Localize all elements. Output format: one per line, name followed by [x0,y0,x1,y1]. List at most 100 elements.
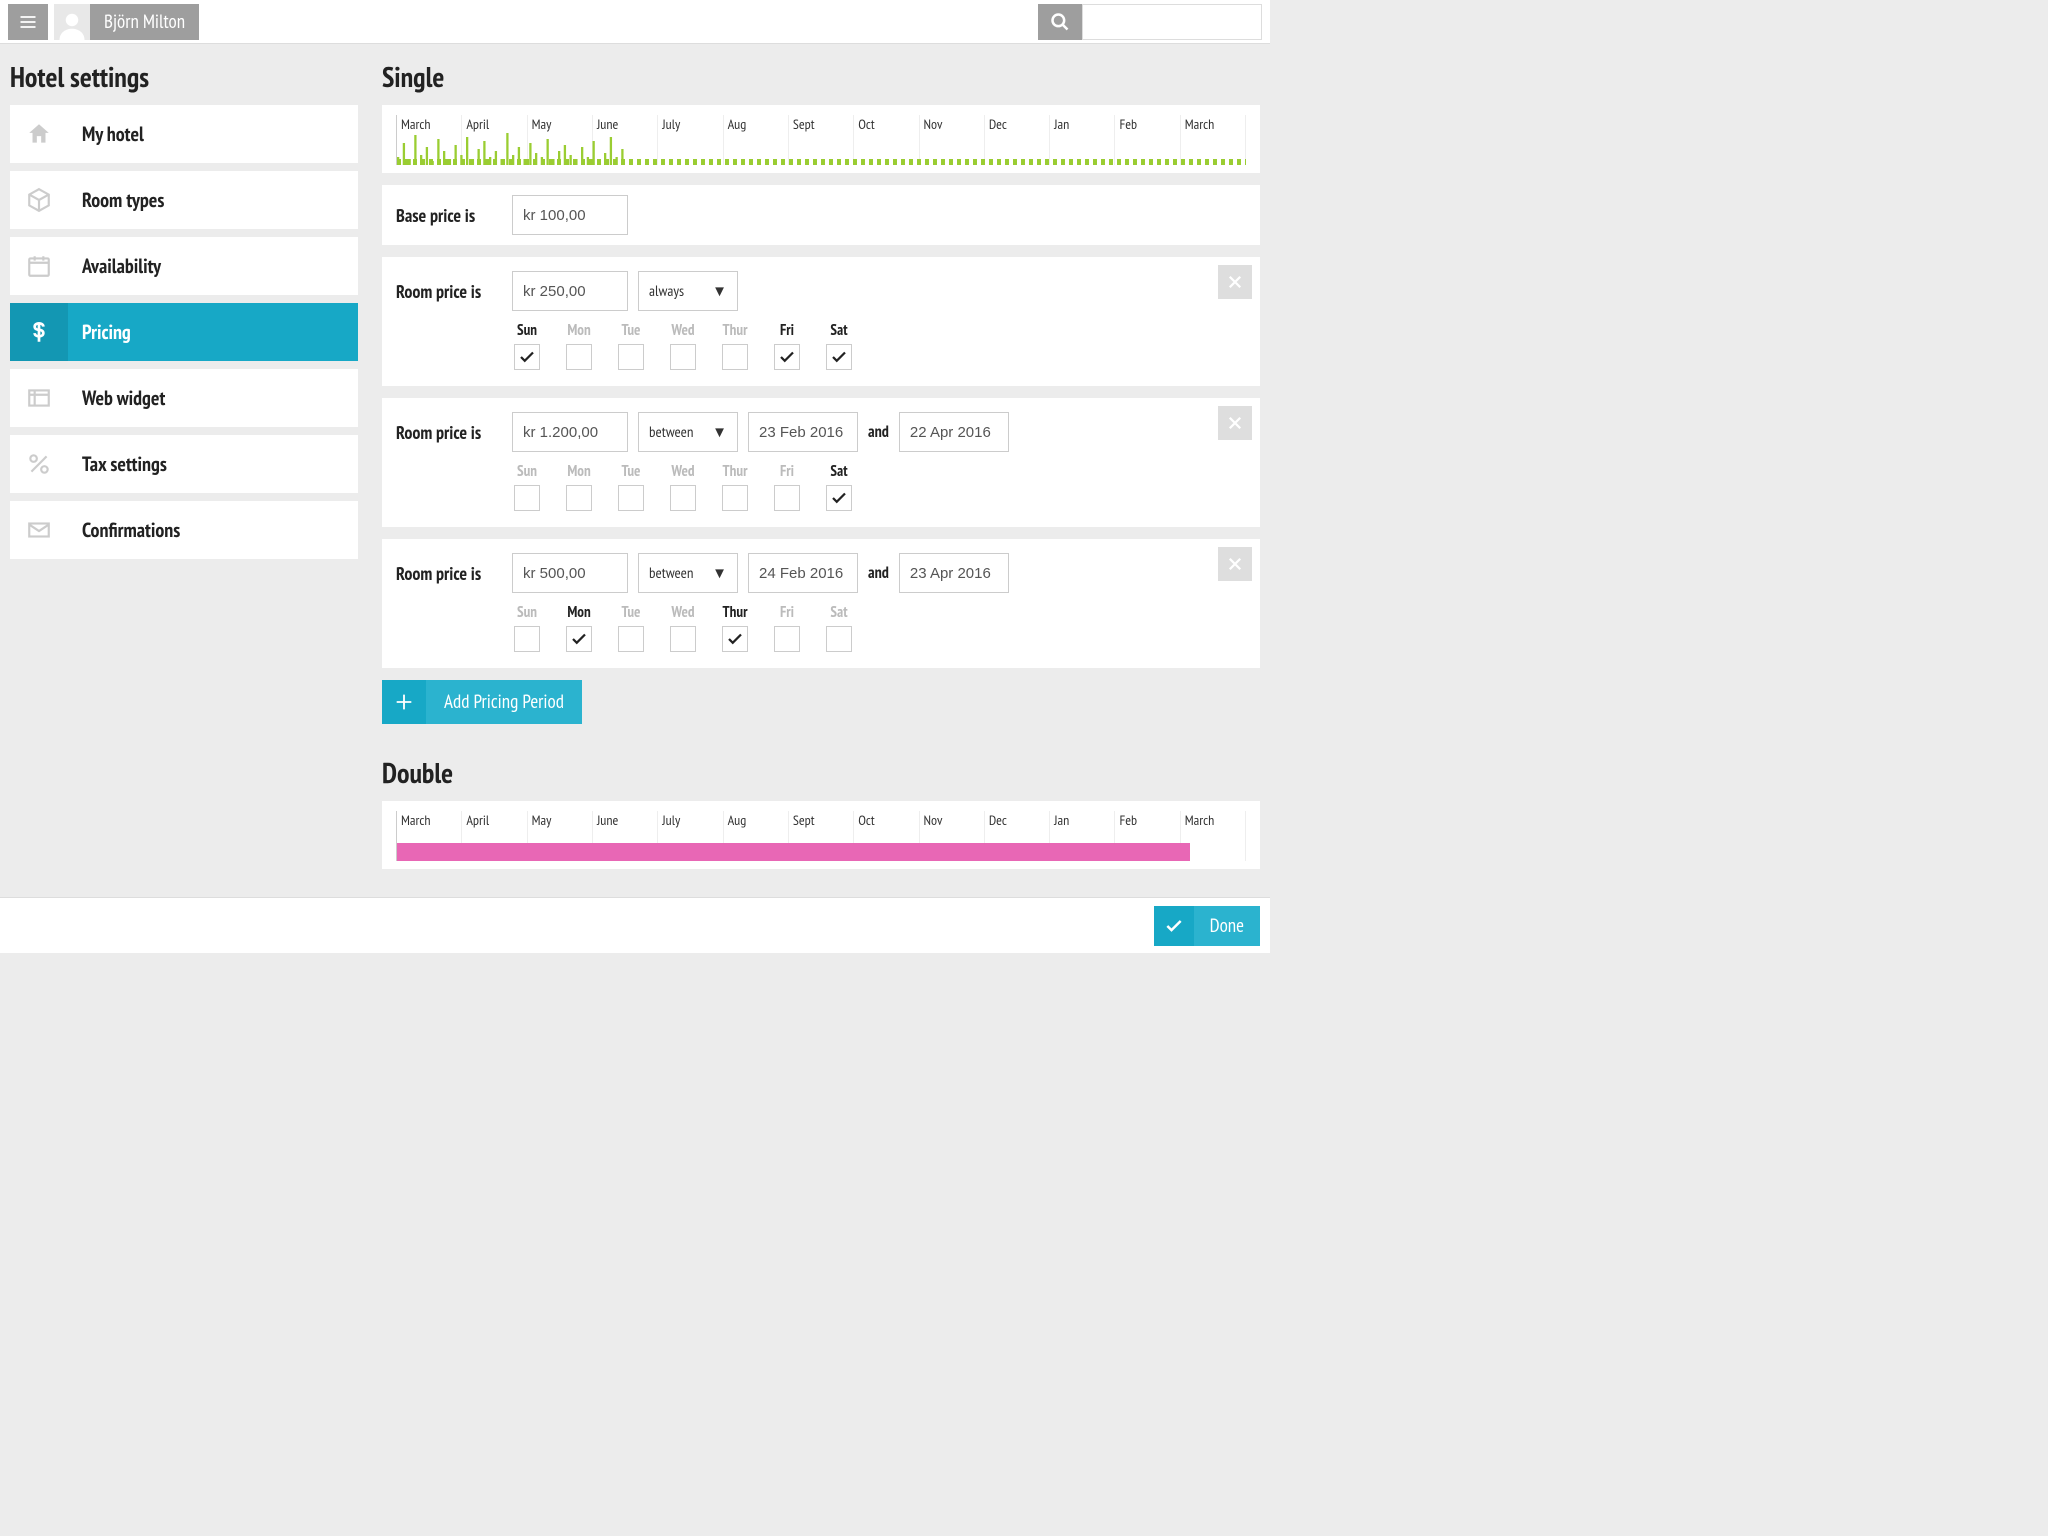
sidebar-item-my-hotel[interactable]: My hotel [10,105,358,163]
date-from-input[interactable] [748,553,858,593]
day-label: Tue [622,603,641,622]
search-button[interactable] [1038,4,1082,40]
day-checkbox[interactable] [670,626,696,652]
sidebar-item-label: Room types [68,187,164,213]
day-sun[interactable]: Sun [512,603,542,652]
day-checkbox[interactable] [774,344,800,370]
timeline-month: March [397,115,462,165]
day-tue[interactable]: Tue [616,462,646,511]
day-label: Sat [830,603,847,622]
day-checkbox[interactable] [774,485,800,511]
avatar[interactable] [54,4,90,40]
rule-mode-select[interactable]: always▼ [638,271,738,311]
day-checkbox[interactable] [566,485,592,511]
rule-price-input[interactable] [512,271,628,311]
day-checkbox[interactable] [514,344,540,370]
day-checkbox[interactable] [514,485,540,511]
day-sat[interactable]: Sat [824,462,854,511]
day-tue[interactable]: Tue [616,321,646,370]
day-sat[interactable]: Sat [824,321,854,370]
day-mon[interactable]: Mon [564,603,594,652]
day-mon[interactable]: Mon [564,462,594,511]
day-sun[interactable]: Sun [512,462,542,511]
widget-icon [26,385,52,411]
day-checkbox[interactable] [618,344,644,370]
day-sat[interactable]: Sat [824,603,854,652]
sidebar-item-label: Web widget [68,385,165,411]
check-icon [830,489,848,507]
base-price-input[interactable] [512,195,628,235]
date-from-input[interactable] [748,412,858,452]
date-to-input[interactable] [899,553,1009,593]
day-checkbox[interactable] [514,626,540,652]
remove-rule-button[interactable] [1218,547,1252,581]
sidebar-item-tax-settings[interactable]: Tax settings [10,435,358,493]
day-fri[interactable]: Fri [772,462,802,511]
day-checkbox[interactable] [826,344,852,370]
day-wed[interactable]: Wed [668,321,698,370]
day-checkbox[interactable] [566,344,592,370]
add-pricing-period-button[interactable]: Add Pricing Period [382,680,582,724]
day-checkbox[interactable] [670,344,696,370]
day-thur[interactable]: Thur [720,321,750,370]
search-input[interactable] [1082,4,1262,40]
base-price-panel: Base price is [382,185,1260,245]
day-wed[interactable]: Wed [668,462,698,511]
day-checkbox[interactable] [722,626,748,652]
day-checkbox[interactable] [826,485,852,511]
day-mon[interactable]: Mon [564,321,594,370]
check-icon [518,348,536,366]
sidebar-item-label: Pricing [68,319,131,345]
day-thur[interactable]: Thur [720,462,750,511]
plus-icon [393,691,415,713]
remove-rule-button[interactable] [1218,406,1252,440]
sidebar-item-pricing[interactable]: Pricing [10,303,358,361]
rule-mode-select[interactable]: between▼ [638,553,738,593]
day-checkbox[interactable] [774,626,800,652]
section-title: Single [382,58,1260,95]
day-label: Wed [671,321,694,340]
sidebar-item-confirmations[interactable]: Confirmations [10,501,358,559]
section-title: Double [382,754,1260,791]
chevron-down-icon: ▼ [712,423,727,442]
remove-rule-button[interactable] [1218,265,1252,299]
day-label: Fri [780,603,794,622]
day-checkbox[interactable] [670,485,696,511]
day-sun[interactable]: Sun [512,321,542,370]
day-tue[interactable]: Tue [616,603,646,652]
day-wed[interactable]: Wed [668,603,698,652]
price-rule-panel: Room price isalways▼SunMonTueWedThurFriS… [382,257,1260,386]
timeline: MarchAprilMayJuneJulyAugSeptOctNovDecJan… [396,115,1246,165]
day-label: Sun [517,603,537,622]
menu-button[interactable] [8,4,48,40]
rule-price-input[interactable] [512,553,628,593]
sidebar-item-availability[interactable]: Availability [10,237,358,295]
day-checkbox[interactable] [618,485,644,511]
done-button[interactable]: Done [1154,906,1260,946]
day-checkbox[interactable] [722,485,748,511]
day-checkbox[interactable] [722,344,748,370]
search-icon [1050,12,1070,32]
day-thur[interactable]: Thur [720,603,750,652]
username-badge[interactable]: Björn Milton [90,4,199,40]
day-checkbox[interactable] [826,626,852,652]
day-label: Sat [830,462,847,481]
sidebar-item-web-widget[interactable]: Web widget [10,369,358,427]
sidebar-item-label: My hotel [68,121,144,147]
timeline-month: Dec [985,115,1050,165]
day-fri[interactable]: Fri [772,603,802,652]
done-label: Done [1194,914,1260,938]
day-checkbox[interactable] [566,626,592,652]
day-label: Tue [622,462,641,481]
day-checkbox[interactable] [618,626,644,652]
day-label: Thur [723,462,748,481]
rule-mode-select[interactable]: between▼ [638,412,738,452]
day-label: Tue [622,321,641,340]
sidebar-item-room-types[interactable]: Room types [10,171,358,229]
envelope-icon [26,517,52,543]
rule-price-input[interactable] [512,412,628,452]
day-label: Sat [830,321,847,340]
home-icon [26,121,52,147]
day-fri[interactable]: Fri [772,321,802,370]
date-to-input[interactable] [899,412,1009,452]
